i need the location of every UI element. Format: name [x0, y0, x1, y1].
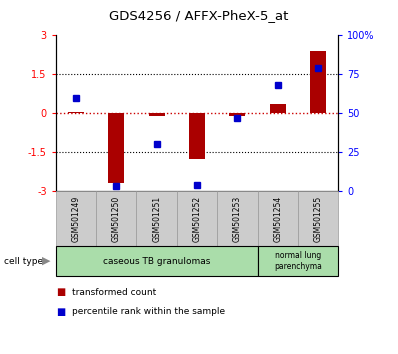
Bar: [270, 104, 286, 113]
Bar: [229, 113, 246, 116]
Text: GSM501254: GSM501254: [273, 195, 282, 242]
Bar: [108, 113, 124, 183]
Bar: [68, 112, 84, 113]
Text: ■: ■: [56, 307, 65, 316]
Text: percentile rank within the sample: percentile rank within the sample: [72, 307, 225, 316]
Bar: [189, 113, 205, 159]
Text: GSM501250: GSM501250: [112, 195, 121, 242]
Text: ▶: ▶: [41, 256, 50, 266]
Text: GDS4256 / AFFX-PheX-5_at: GDS4256 / AFFX-PheX-5_at: [109, 9, 289, 22]
Bar: [310, 51, 326, 113]
Text: transformed count: transformed count: [72, 287, 156, 297]
Text: GSM501253: GSM501253: [233, 195, 242, 242]
Text: GSM501255: GSM501255: [314, 195, 323, 242]
Text: normal lung
parenchyma: normal lung parenchyma: [274, 251, 322, 271]
Text: GSM501251: GSM501251: [152, 195, 161, 242]
Text: GSM501249: GSM501249: [71, 195, 80, 242]
Text: caseous TB granulomas: caseous TB granulomas: [103, 257, 210, 266]
Text: ■: ■: [56, 287, 65, 297]
Text: cell type: cell type: [4, 257, 43, 266]
Text: GSM501252: GSM501252: [193, 195, 201, 242]
Bar: [148, 113, 165, 116]
